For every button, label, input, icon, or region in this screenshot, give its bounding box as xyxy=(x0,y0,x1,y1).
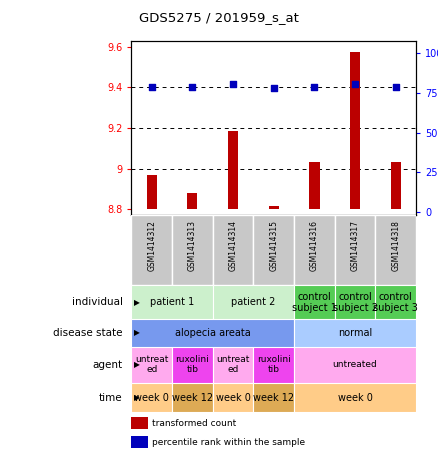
Bar xyxy=(131,285,213,319)
Text: agent: agent xyxy=(92,360,123,370)
Text: GSM1414315: GSM1414315 xyxy=(269,220,278,271)
Bar xyxy=(294,319,416,347)
Point xyxy=(352,80,359,87)
Point xyxy=(392,83,399,91)
Text: ruxolini
tib: ruxolini tib xyxy=(257,355,291,374)
Point xyxy=(270,85,277,92)
Bar xyxy=(294,383,416,412)
Bar xyxy=(294,215,335,285)
Bar xyxy=(254,383,294,412)
Bar xyxy=(213,215,254,285)
Bar xyxy=(131,215,172,285)
Bar xyxy=(254,215,294,285)
Bar xyxy=(147,174,157,209)
Bar xyxy=(131,436,148,448)
Bar xyxy=(309,163,319,209)
Text: time: time xyxy=(99,392,123,403)
Text: week 12: week 12 xyxy=(253,392,294,403)
Text: untreated: untreated xyxy=(333,360,378,369)
Text: control
subject 3: control subject 3 xyxy=(373,292,418,313)
Bar xyxy=(172,215,213,285)
Bar xyxy=(213,285,294,319)
Bar xyxy=(213,383,254,412)
Text: disease state: disease state xyxy=(53,328,123,338)
Text: transformed count: transformed count xyxy=(152,419,236,428)
Bar xyxy=(213,347,254,383)
Text: patient 2: patient 2 xyxy=(231,297,276,308)
Text: GSM1414312: GSM1414312 xyxy=(147,220,156,271)
Text: GSM1414313: GSM1414313 xyxy=(188,220,197,271)
Text: alopecia areata: alopecia areata xyxy=(175,328,251,338)
Text: patient 1: patient 1 xyxy=(150,297,194,308)
Text: week 0: week 0 xyxy=(338,392,373,403)
Text: week 0: week 0 xyxy=(134,392,169,403)
Bar xyxy=(350,52,360,209)
Text: ▶: ▶ xyxy=(134,360,139,369)
Text: untreat
ed: untreat ed xyxy=(135,355,169,374)
Text: ruxolini
tib: ruxolini tib xyxy=(176,355,209,374)
Text: week 0: week 0 xyxy=(215,392,251,403)
Point xyxy=(230,80,237,87)
Bar xyxy=(131,383,172,412)
Bar xyxy=(172,347,213,383)
Text: individual: individual xyxy=(72,297,123,308)
Bar xyxy=(335,215,375,285)
Bar xyxy=(187,193,198,209)
Bar xyxy=(268,206,279,209)
Text: control
subject 1: control subject 1 xyxy=(292,292,337,313)
Text: control
subject 2: control subject 2 xyxy=(332,292,378,313)
Bar xyxy=(375,215,416,285)
Bar xyxy=(335,285,375,319)
Text: GSM1414318: GSM1414318 xyxy=(391,220,400,271)
Bar xyxy=(294,347,416,383)
Point xyxy=(311,83,318,91)
Text: ▶: ▶ xyxy=(134,393,139,402)
Text: percentile rank within the sample: percentile rank within the sample xyxy=(152,439,305,447)
Bar xyxy=(228,131,238,209)
Text: GSM1414317: GSM1414317 xyxy=(350,220,360,271)
Point xyxy=(148,83,155,91)
Bar xyxy=(391,163,401,209)
Bar xyxy=(254,347,294,383)
Text: ▶: ▶ xyxy=(134,298,139,307)
Text: untreat
ed: untreat ed xyxy=(216,355,250,374)
Text: week 12: week 12 xyxy=(172,392,213,403)
Text: GSM1414314: GSM1414314 xyxy=(229,220,237,271)
Text: GSM1414316: GSM1414316 xyxy=(310,220,319,271)
Bar xyxy=(131,417,148,429)
Text: GDS5275 / 201959_s_at: GDS5275 / 201959_s_at xyxy=(139,11,299,24)
Text: ▶: ▶ xyxy=(134,328,139,337)
Point xyxy=(189,83,196,91)
Bar xyxy=(375,285,416,319)
Text: normal: normal xyxy=(338,328,372,338)
Bar xyxy=(131,347,172,383)
Bar xyxy=(172,383,213,412)
Bar xyxy=(294,285,335,319)
Bar xyxy=(131,319,294,347)
